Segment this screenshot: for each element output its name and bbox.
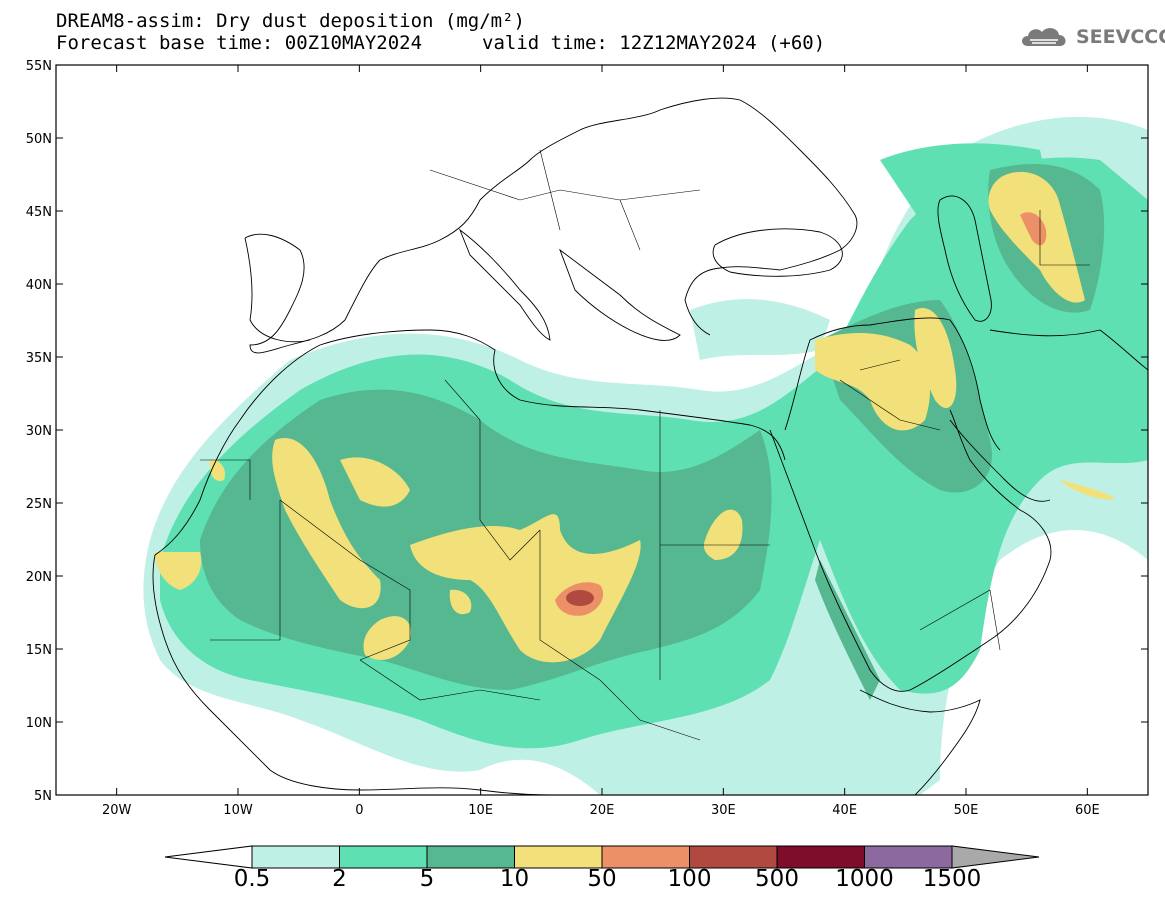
lat-label: 45N [26, 205, 52, 220]
lon-label: 40E [832, 803, 857, 818]
lon-label: 10E [468, 803, 493, 818]
lat-label: 25N [26, 497, 52, 512]
forecast-base-time: Forecast base time: 00Z10MAY2024 [56, 32, 423, 54]
colorbar-label: 1000 [835, 866, 894, 892]
colorbar-labels: 0.5 2 5 10 50 100 500 1000 1500 [0, 866, 1165, 896]
colorbar-segment [339, 845, 428, 869]
coastlines [152, 97, 1148, 795]
dust-band-100 [566, 590, 594, 606]
longitude-axis: 20W 10W 0 10E 20E 30E 40E 50E 60E [102, 65, 1100, 818]
colorbar-segment [251, 845, 340, 869]
dust-deposition-field [143, 116, 1148, 795]
lon-label: 20E [590, 803, 615, 818]
lat-label: 20N [26, 570, 52, 585]
lon-label: 60E [1075, 803, 1100, 818]
colorbar-over-triangle [951, 845, 1040, 869]
colorbar-under-triangle [164, 845, 253, 869]
colorbar-label: 10 [499, 866, 530, 892]
lat-label: 55N [26, 59, 52, 74]
colorbar-segment [689, 845, 778, 869]
lat-label: 15N [26, 643, 52, 658]
colorbar-segment [426, 845, 515, 869]
colorbar-label: 100 [667, 866, 712, 892]
colorbar-label: 0.5 [233, 866, 271, 892]
lat-label: 40N [26, 278, 52, 293]
dust-band-10 [155, 171, 1115, 663]
lon-label: 30E [711, 803, 736, 818]
lat-label: 5N [34, 789, 52, 804]
cloud-icon [1022, 28, 1066, 46]
lon-label: 10W [223, 803, 253, 818]
lon-label: 20W [102, 803, 132, 818]
colorbar-label: 500 [755, 866, 799, 892]
seevccc-logo: SEEVCCC [1018, 24, 1165, 50]
logo-text: SEEVCCC [1076, 26, 1165, 48]
map-title: DREAM8-assim: Dry dust deposition (mg/m²… [56, 10, 525, 32]
colorbar-label: 2 [332, 866, 347, 892]
valid-time: valid time: 12Z12MAY2024 (+60) [482, 32, 826, 54]
colorbar-segment [514, 845, 603, 869]
colorbar-label: 50 [587, 866, 617, 892]
lat-label: 35N [26, 351, 52, 366]
colorbar-segment [864, 845, 953, 869]
colorbar-segment [776, 845, 865, 869]
latitude-axis: 55N 50N 45N 40N 35N 30N 25N 20N 15N 10N 5N [26, 59, 1148, 804]
colorbar-segment [601, 845, 690, 869]
country-borders [200, 149, 1090, 741]
lon-label: 50E [954, 803, 979, 818]
colorbar [164, 845, 1040, 869]
lon-label: 0 [355, 803, 363, 818]
colorbar-label: 5 [419, 866, 435, 892]
lat-label: 10N [26, 716, 52, 731]
lat-label: 50N [26, 132, 52, 147]
lat-label: 30N [26, 424, 52, 439]
colorbar-label: 1500 [922, 866, 982, 892]
